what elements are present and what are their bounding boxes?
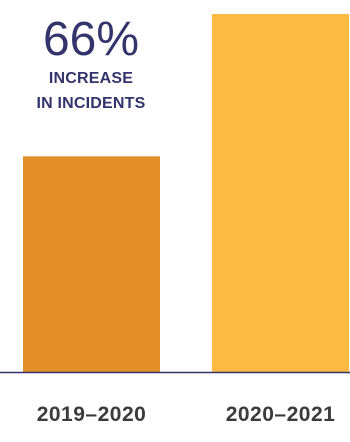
bar-2 xyxy=(212,14,349,372)
headline-annotation: 66% INCREASE IN INCIDENTS xyxy=(5,16,177,116)
increase-label: INCREASE xyxy=(48,70,134,87)
bar-1 xyxy=(23,156,160,372)
incidents-label: IN INCIDENTS xyxy=(36,95,146,112)
x-tick-label-2: 2020–2021 xyxy=(226,403,336,426)
x-tick-label-1: 2019–2020 xyxy=(37,403,147,426)
increase-percentage: 66% xyxy=(42,13,140,66)
